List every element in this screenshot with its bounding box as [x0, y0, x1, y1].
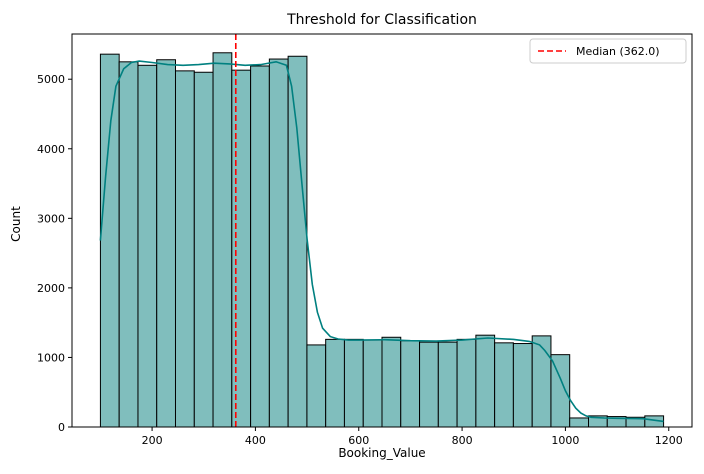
histogram-bar	[512, 343, 533, 428]
legend-box	[529, 38, 687, 64]
histogram-bar	[306, 344, 327, 428]
legend: Median (362.0)	[529, 38, 687, 64]
histogram-bar	[419, 341, 439, 428]
histogram-bar	[569, 417, 590, 428]
y-tick-label: 0	[58, 421, 65, 434]
axes: 200 400 600 800 1000 1200 0 1000 2000 3000 4000 500…	[37, 33, 693, 447]
x-tick-label: 800	[452, 434, 473, 447]
histogram-bar	[268, 58, 289, 428]
y-tick-label: 1000	[37, 351, 65, 364]
histogram-bar	[437, 341, 458, 428]
histogram-bar	[287, 55, 308, 428]
x-tick-label: 1000	[551, 434, 579, 447]
histogram-bar	[250, 65, 270, 428]
histogram-bar	[400, 340, 421, 428]
kde-line	[99, 60, 664, 423]
chart-title: Threshold for Classification	[286, 12, 477, 28]
histogram-bar	[174, 70, 195, 428]
y-tick-label: 2000	[37, 282, 65, 295]
legend-median-label: Median (362.0)	[576, 45, 660, 58]
histogram-bar	[156, 59, 176, 428]
histogram-bar	[381, 336, 402, 428]
x-tick-label: 1200	[655, 434, 683, 447]
x-tick-label: 200	[142, 434, 163, 447]
y-tick-label: 5000	[37, 73, 65, 86]
histogram-bar	[137, 64, 158, 428]
axes-frame	[71, 33, 693, 428]
plot-area	[99, 34, 665, 428]
histogram-bar	[231, 69, 252, 428]
histogram-bar	[494, 342, 514, 428]
histogram-bar	[456, 338, 477, 428]
histogram-bar	[193, 71, 214, 428]
histogram-bar	[99, 53, 120, 428]
histogram-bar	[325, 338, 345, 428]
histogram-bar	[343, 338, 364, 428]
histogram-bar	[212, 52, 233, 428]
y-tick-label: 3000	[37, 212, 65, 225]
histogram-bar	[475, 334, 496, 428]
x-axis-label: Booking_Value	[338, 446, 425, 460]
x-tick-label: 600	[348, 434, 369, 447]
y-axis-label: Count	[9, 206, 23, 242]
histogram-bar	[118, 61, 139, 428]
x-tick-label: 400	[245, 434, 266, 447]
y-tick-label: 4000	[37, 143, 65, 156]
histogram-bar	[531, 335, 552, 428]
histogram-bar	[362, 339, 383, 428]
